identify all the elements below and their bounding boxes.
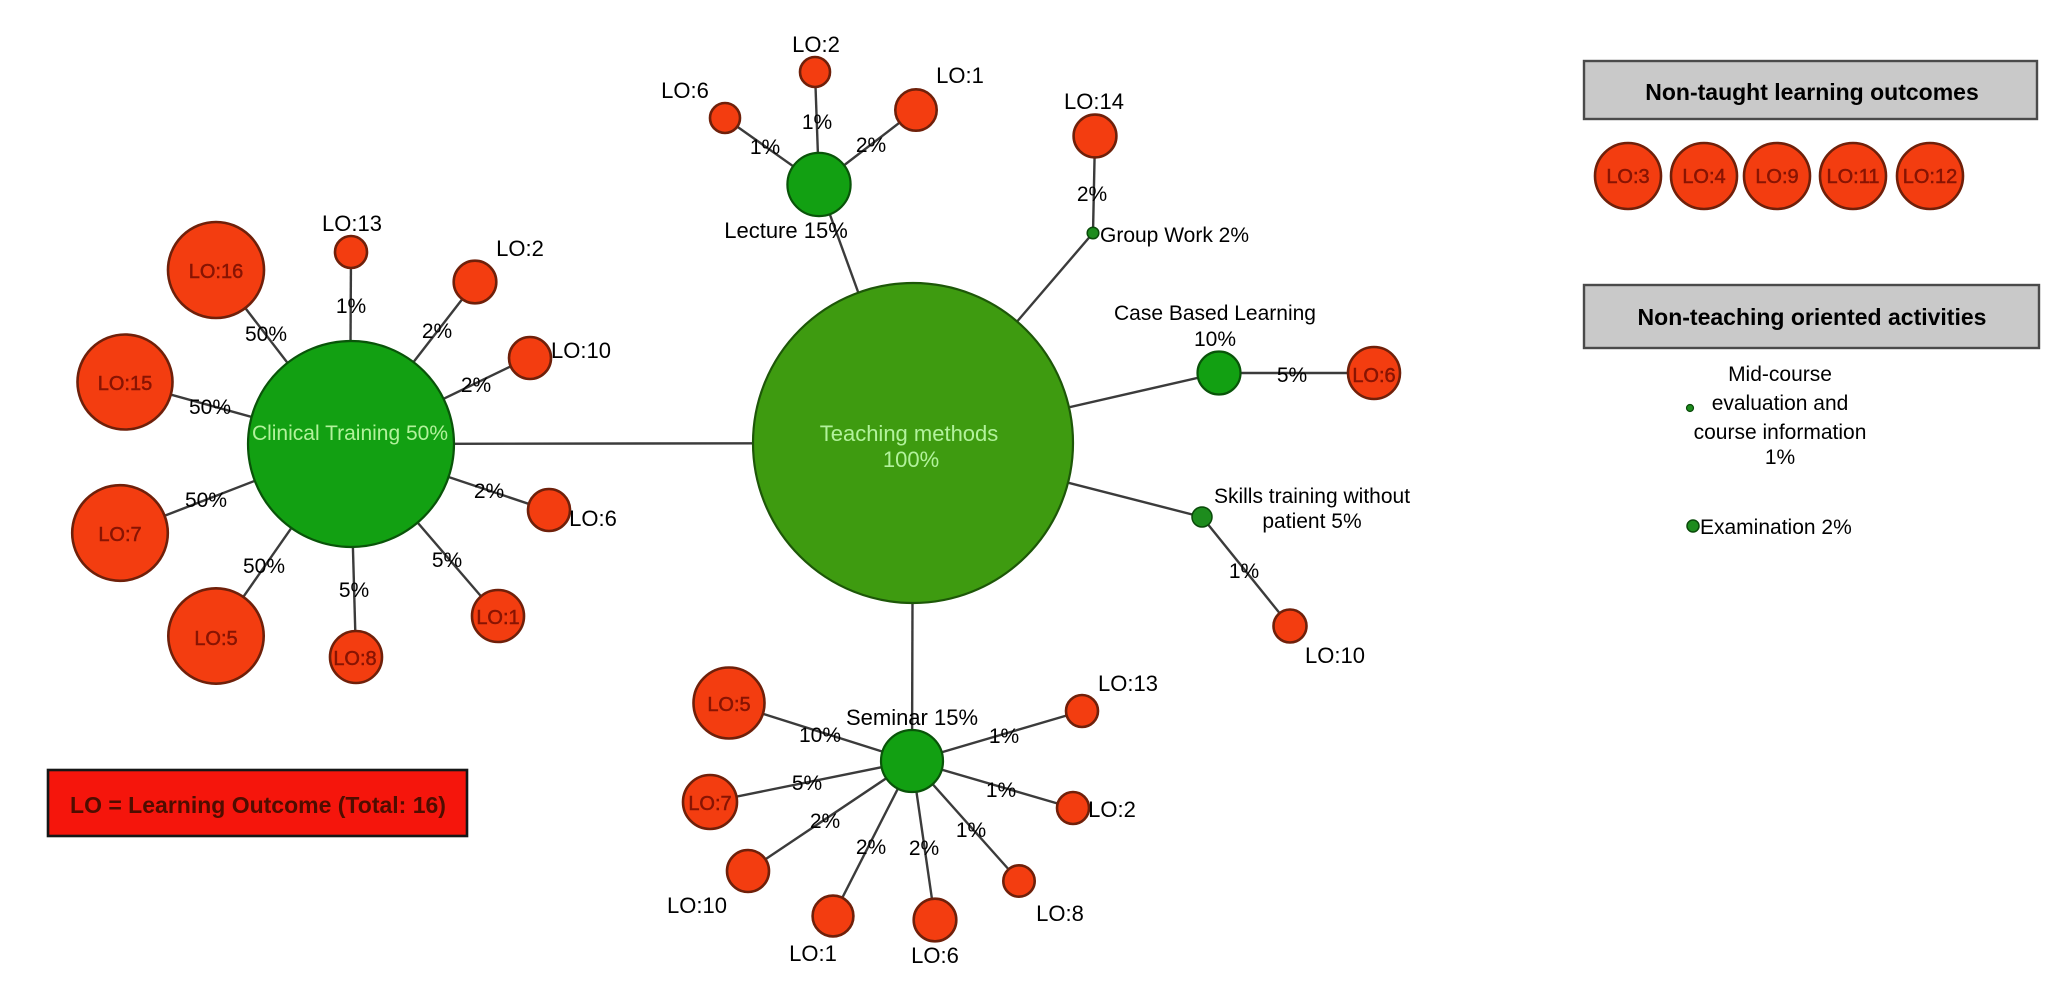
svg-text:LO:7: LO:7 (688, 793, 731, 815)
svg-text:LO:5: LO:5 (194, 628, 237, 650)
svg-text:2%: 2% (422, 320, 452, 343)
svg-text:10%: 10% (799, 724, 841, 747)
svg-text:50%: 50% (245, 323, 287, 346)
svg-text:LO:6: LO:6 (911, 943, 959, 968)
svg-text:LO:4: LO:4 (1682, 166, 1725, 188)
svg-text:patient 5%: patient 5% (1262, 510, 1361, 533)
svg-text:LO:12: LO:12 (1903, 166, 1957, 188)
svg-text:Lecture 15%: Lecture 15% (724, 218, 848, 243)
svg-text:5%: 5% (432, 549, 462, 572)
svg-text:LO:8: LO:8 (1036, 901, 1084, 926)
svg-text:50%: 50% (189, 396, 231, 419)
svg-text:1%: 1% (1229, 560, 1259, 583)
svg-text:LO:14: LO:14 (1064, 89, 1124, 114)
svg-text:LO:10: LO:10 (551, 338, 611, 363)
svg-text:Skills training without: Skills training without (1214, 485, 1410, 508)
svg-text:LO:13: LO:13 (1098, 671, 1158, 696)
svg-text:LO:10: LO:10 (1305, 643, 1365, 668)
svg-text:LO:7: LO:7 (98, 524, 141, 546)
svg-text:1%: 1% (986, 779, 1016, 802)
svg-text:50%: 50% (243, 555, 285, 578)
svg-text:2%: 2% (909, 837, 939, 860)
svg-text:LO:1: LO:1 (476, 607, 519, 629)
svg-text:5%: 5% (339, 579, 369, 602)
svg-text:2%: 2% (1077, 183, 1107, 206)
svg-text:Examination 2%: Examination 2% (1700, 516, 1852, 539)
svg-text:2%: 2% (856, 134, 886, 157)
svg-text:LO:15: LO:15 (98, 373, 152, 395)
svg-text:LO:1: LO:1 (936, 63, 984, 88)
svg-text:LO:2: LO:2 (1088, 797, 1136, 822)
svg-text:2%: 2% (474, 480, 504, 503)
svg-text:2%: 2% (856, 836, 886, 859)
svg-text:LO:10: LO:10 (667, 893, 727, 918)
svg-text:Clinical Training 50%: Clinical Training 50% (252, 422, 448, 445)
svg-text:Mid-course: Mid-course (1728, 363, 1832, 386)
svg-text:LO:11: LO:11 (1827, 166, 1880, 188)
svg-text:1%: 1% (1765, 446, 1795, 469)
svg-text:1%: 1% (336, 295, 366, 318)
svg-text:course information: course information (1694, 421, 1867, 444)
svg-text:10%: 10% (1194, 328, 1236, 351)
svg-text:LO:5: LO:5 (707, 694, 750, 716)
svg-text:LO:9: LO:9 (1755, 166, 1798, 188)
svg-text:LO:6: LO:6 (661, 78, 709, 103)
svg-text:LO = Learning Outcome (Total:: LO = Learning Outcome (Total: 16) (70, 792, 446, 818)
svg-text:Non-taught learning outcomes: Non-taught learning outcomes (1645, 79, 1979, 105)
svg-text:1%: 1% (956, 819, 986, 842)
svg-text:Teaching methods: Teaching methods (820, 421, 999, 446)
svg-text:LO:6: LO:6 (1352, 365, 1395, 387)
svg-text:Non-teaching oriented activiti: Non-teaching oriented activities (1638, 304, 1987, 330)
svg-text:50%: 50% (185, 489, 227, 512)
svg-text:LO:8: LO:8 (333, 648, 376, 670)
svg-text:2%: 2% (810, 810, 840, 833)
svg-text:LO:6: LO:6 (569, 506, 617, 531)
svg-text:Case Based Learning: Case Based Learning (1114, 302, 1316, 325)
svg-text:LO:1: LO:1 (789, 941, 837, 966)
svg-text:1%: 1% (802, 111, 832, 134)
svg-text:5%: 5% (1277, 364, 1307, 387)
svg-text:LO:2: LO:2 (496, 236, 544, 261)
svg-text:5%: 5% (792, 772, 822, 795)
svg-text:Group Work 2%: Group Work 2% (1100, 224, 1249, 247)
svg-text:evaluation and: evaluation and (1712, 392, 1849, 415)
svg-text:LO:13: LO:13 (322, 211, 382, 236)
svg-text:2%: 2% (461, 374, 491, 397)
svg-text:LO:3: LO:3 (1606, 166, 1649, 188)
svg-text:Seminar 15%: Seminar 15% (846, 705, 978, 730)
svg-text:1%: 1% (989, 725, 1019, 748)
svg-text:1%: 1% (750, 136, 780, 159)
svg-text:100%: 100% (883, 447, 939, 472)
svg-text:LO:2: LO:2 (792, 32, 840, 57)
svg-text:LO:16: LO:16 (189, 261, 243, 283)
